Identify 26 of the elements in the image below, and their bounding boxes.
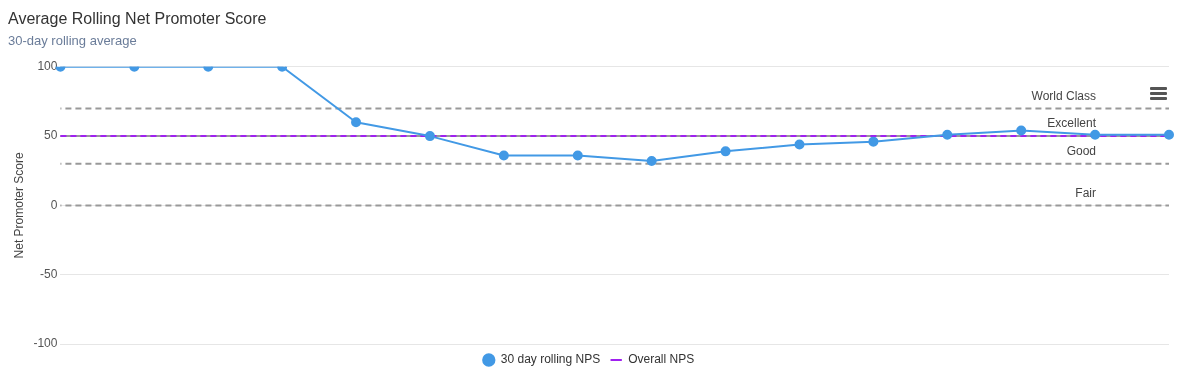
y-tick-label: 0 (50, 197, 58, 212)
y-tick-label: -100 (33, 336, 58, 351)
point (351, 117, 362, 128)
point (794, 139, 805, 150)
point (1090, 129, 1101, 140)
y-axis-title: Net Promoter Score (11, 152, 26, 259)
point (424, 131, 435, 142)
chart-title: Average Rolling Net Promoter Score (8, 10, 267, 28)
point (942, 129, 953, 140)
legend-label: 30 day rolling NPS (500, 352, 601, 367)
point (1164, 129, 1174, 140)
y-tick-label: 50 (44, 128, 58, 143)
point (1016, 125, 1027, 136)
y-tick-label: 100 (37, 59, 58, 74)
ref-line-label: Fair (1075, 185, 1096, 200)
y-tick-label: -50 (40, 267, 58, 282)
chart-subtitle: 30-day rolling average (8, 32, 137, 48)
point (572, 150, 583, 161)
ref-line-label: Good (1066, 144, 1096, 159)
point (868, 136, 879, 147)
ref-line-label: World Class (1031, 88, 1096, 103)
legend-label: Overall NPS (628, 352, 695, 367)
ref-line-label: Excellent (1047, 116, 1097, 131)
point (646, 156, 657, 167)
point (498, 150, 509, 161)
point (720, 146, 731, 157)
